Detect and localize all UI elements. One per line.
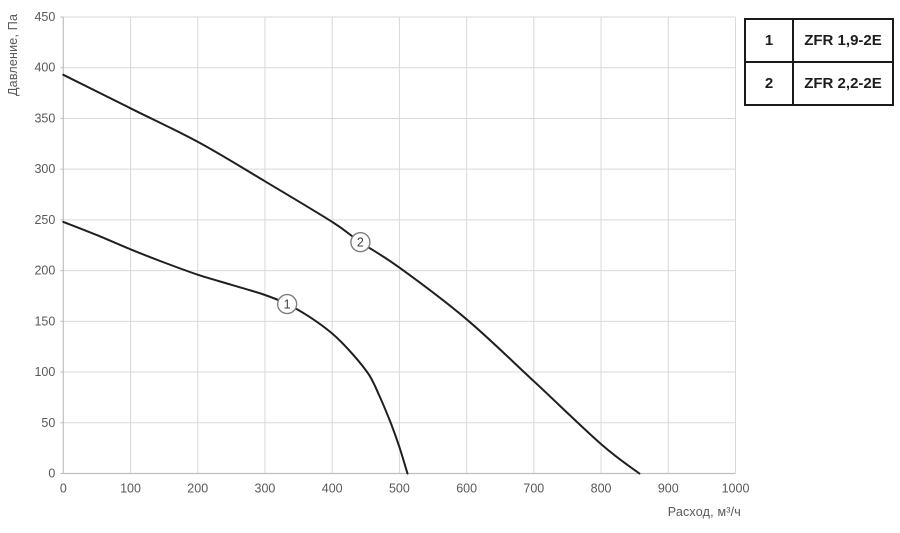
curve-marker-label-2: 2 xyxy=(357,236,364,250)
y-tick-label: 50 xyxy=(41,416,55,430)
legend-curve-label: ZFR 1,9-2E xyxy=(792,18,894,63)
x-tick-label: 1000 xyxy=(722,482,750,496)
y-tick-label: 350 xyxy=(34,111,55,125)
legend-curve-number: 1 xyxy=(744,18,794,63)
y-tick-label: 450 xyxy=(34,10,55,24)
y-tick-label: 250 xyxy=(34,213,55,227)
x-tick-label: 400 xyxy=(322,482,343,496)
x-tick-label: 800 xyxy=(591,482,612,496)
x-axis-title: Расход, м³/ч xyxy=(667,505,741,519)
legend-curve-label: ZFR 2,2-2E xyxy=(792,61,894,106)
legend-curve-number: 2 xyxy=(744,61,794,106)
x-tick-label: 500 xyxy=(389,482,410,496)
legend-table: 1 ZFR 1,9-2E 2 ZFR 2,2-2E xyxy=(744,18,894,106)
x-tick-label: 200 xyxy=(187,482,208,496)
x-tick-label: 0 xyxy=(60,482,67,496)
x-tick-label: 600 xyxy=(456,482,477,496)
curve-1 xyxy=(62,220,409,475)
curve-2 xyxy=(62,73,641,475)
y-tick-label: 300 xyxy=(34,162,55,176)
y-tick-label: 200 xyxy=(34,264,55,278)
y-tick-label: 150 xyxy=(34,314,55,328)
legend-row: 2 ZFR 2,2-2E xyxy=(744,61,894,106)
y-tick-label: 0 xyxy=(48,467,55,481)
x-tick-label: 300 xyxy=(255,482,276,496)
legend-row: 1 ZFR 1,9-2E xyxy=(744,18,894,63)
y-tick-label: 100 xyxy=(34,365,55,379)
curve-marker-label-1: 1 xyxy=(284,298,291,312)
y-axis-title: Давление, Па xyxy=(6,13,20,96)
curve-marker-2 xyxy=(350,232,371,253)
x-tick-label: 100 xyxy=(120,482,141,496)
x-tick-label: 900 xyxy=(658,482,679,496)
curve-marker-1 xyxy=(276,293,298,315)
y-tick-label: 400 xyxy=(34,61,55,75)
x-tick-label: 700 xyxy=(523,482,544,496)
